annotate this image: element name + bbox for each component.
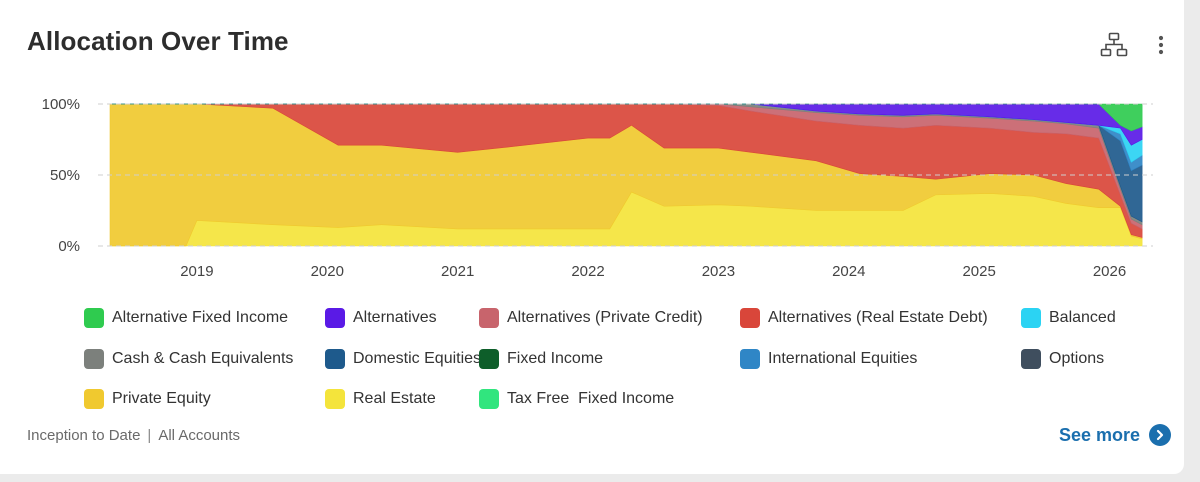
legend-swatch — [84, 308, 104, 328]
legend-item[interactable]: Private Equity — [84, 389, 211, 409]
x-axis-ticks: 2019 2020 2021 2022 2023 2024 2025 2026 — [180, 263, 1126, 280]
y-axis-ticks: 100% 50% 0% — [42, 96, 80, 255]
legend-label: Domestic Equities — [353, 349, 482, 367]
legend-item[interactable]: International Equities — [740, 348, 918, 369]
chevron-right-icon — [1149, 424, 1172, 446]
legend-item[interactable]: Alternatives (Real Estate Debt) — [740, 308, 988, 328]
legend-item[interactable]: Alternative Fixed Income — [84, 308, 288, 328]
footer-separator: | — [147, 427, 152, 444]
chart-grid — [98, 103, 1153, 247]
hierarchy-icon[interactable] — [1099, 30, 1129, 60]
legend-label: Alternatives — [353, 309, 437, 326]
legend-swatch — [1021, 308, 1041, 328]
legend-label: Fixed Income — [507, 349, 604, 367]
legend-swatch — [1021, 348, 1041, 369]
y-tick-label: 100% — [42, 96, 80, 113]
legend-item[interactable]: Tax Free Fixed Income — [479, 389, 674, 409]
x-tick-label: 2022 — [571, 263, 604, 280]
legend-item[interactable]: Balanced — [1021, 308, 1116, 328]
x-tick-label: 2019 — [180, 263, 213, 280]
legend-label: Balanced — [1049, 309, 1116, 326]
x-tick-label: 2025 — [962, 263, 995, 280]
legend-swatch — [479, 348, 499, 369]
y-tick-label: 0% — [58, 238, 80, 255]
legend-label: Alternatives (Real Estate Debt) — [768, 309, 988, 326]
legend-label: Private Equity — [112, 390, 211, 407]
allocation-card: Allocation Over Time 100% 50% 0% 2019 2020 2… — [0, 0, 1184, 474]
legend-item[interactable]: Domestic Equities — [325, 348, 482, 369]
legend-label: Real Estate — [353, 390, 436, 407]
legend-label: Alternative Fixed Income — [112, 309, 289, 326]
legend-swatch — [325, 389, 345, 409]
accounts-label[interactable]: All Accounts — [158, 427, 241, 444]
see-more-link[interactable]: See more — [1059, 424, 1172, 446]
legend-label: Tax Free Fixed Income — [507, 390, 675, 407]
see-more-label: See more — [1059, 424, 1141, 445]
legend-item[interactable]: Alternatives (Private Credit) — [479, 308, 703, 328]
area-series[interactable] — [110, 103, 1143, 132]
x-tick-label: 2021 — [441, 263, 474, 280]
more-vertical-icon[interactable] — [1146, 30, 1176, 60]
x-tick-label: 2023 — [702, 263, 735, 280]
legend-label: Options — [1049, 349, 1105, 367]
card-title: Allocation Over Time — [27, 26, 289, 56]
legend-item[interactable]: Options — [1021, 348, 1105, 369]
legend-item[interactable]: Fixed Income — [479, 348, 604, 369]
legend-swatch — [325, 348, 345, 369]
y-tick-label: 50% — [50, 167, 80, 184]
x-tick-label: 2020 — [311, 263, 344, 280]
legend-label: International Equities — [768, 349, 918, 367]
chart-areas — [109, 103, 1143, 247]
legend-swatch — [325, 308, 345, 328]
legend-swatch — [84, 348, 104, 369]
legend-swatch — [740, 348, 760, 369]
legend-swatch — [479, 308, 499, 328]
x-tick-label: 2024 — [832, 263, 865, 280]
legend-item[interactable]: Cash & Cash Equivalents — [84, 348, 294, 369]
chart-legend: Alternative Fixed Income Alternatives Alte… — [84, 308, 1174, 430]
legend-item[interactable]: Alternatives — [325, 308, 437, 328]
footer-filters: Inception to Date | All Accounts — [27, 427, 240, 444]
legend-item[interactable]: Real Estate — [325, 389, 436, 409]
allocation-area-chart: 100%50%0% 2019 2020 2021 2022 2023 2024 2025 20… — [42, 96, 1153, 280]
legend-swatch — [479, 389, 499, 409]
x-tick-label: 2026 — [1093, 263, 1126, 280]
legend-label: Alternatives (Private Credit) — [507, 309, 703, 326]
legend-swatch — [84, 389, 104, 409]
legend-swatch — [740, 308, 760, 328]
legend-label: Cash & Cash Equivalents — [112, 349, 294, 367]
date-range-label[interactable]: Inception to Date — [27, 427, 141, 444]
